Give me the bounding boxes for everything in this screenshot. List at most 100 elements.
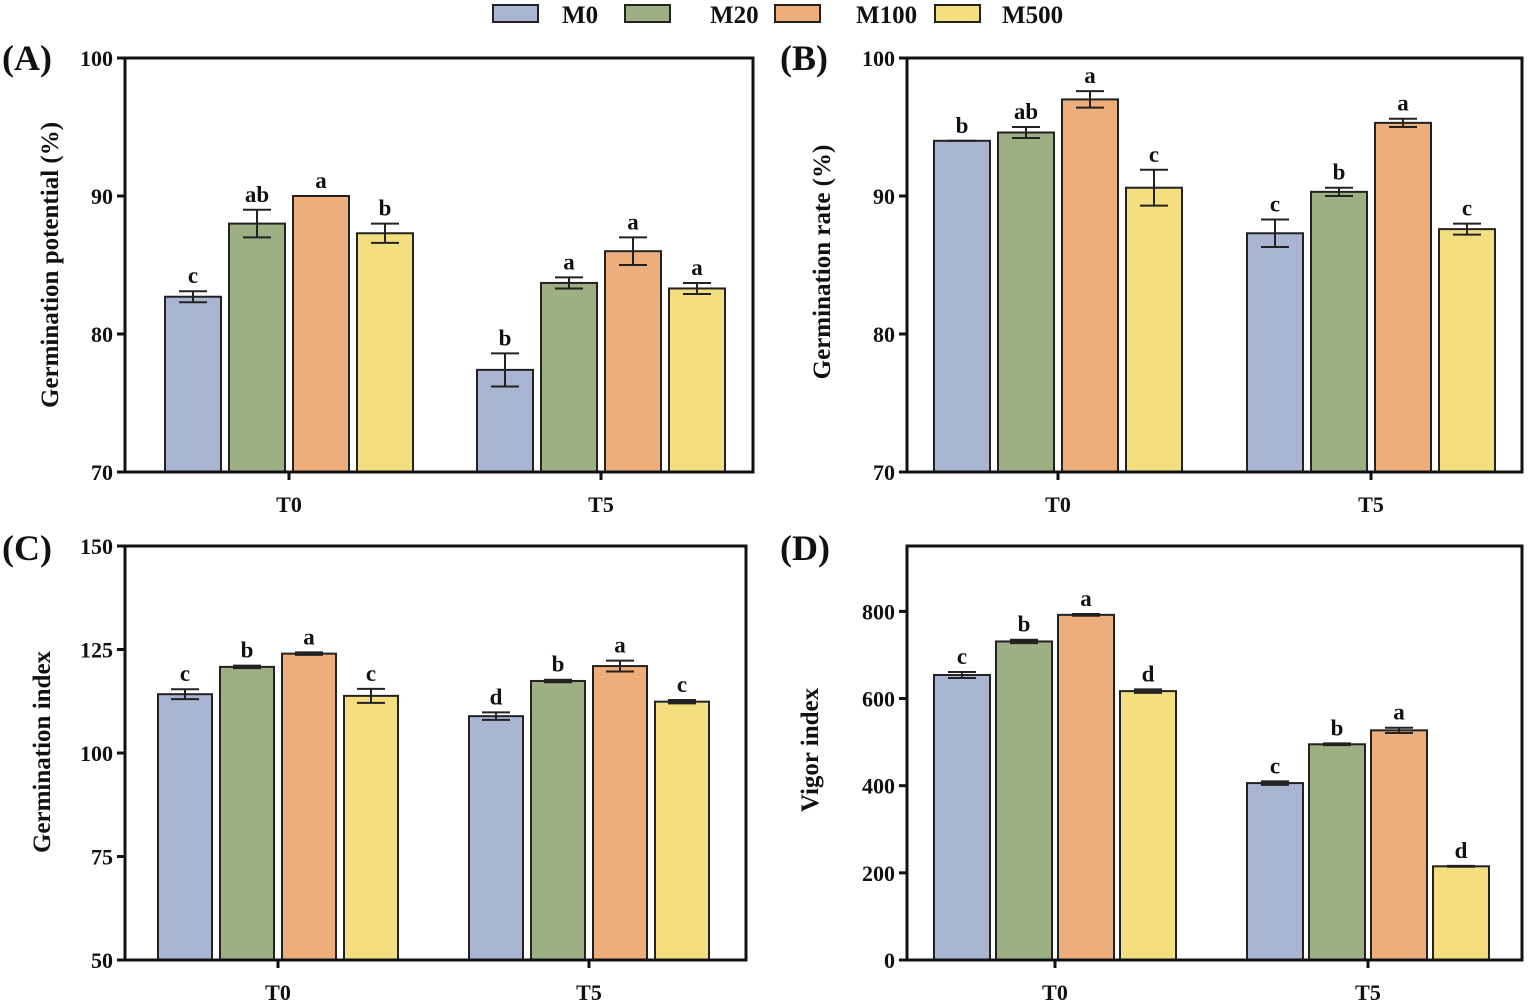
legend-label-m500: M500	[1002, 2, 1063, 29]
panel-b-sig-m0-t5: c	[1270, 191, 1280, 216]
legend-item-m500: M500	[934, 2, 1063, 29]
panel-d-label: (D)	[780, 528, 830, 568]
panel-b-y-tick-label-90: 90	[873, 184, 895, 209]
panel-c-bar-m20-t0	[219, 665, 275, 961]
legend-item-m20: M20	[624, 2, 759, 29]
panel-b-error-bar-m500-t0	[1140, 168, 1168, 207]
panel-a-bar-m500-t0	[356, 232, 414, 473]
panel-d-y-tick-label-200: 200	[862, 861, 895, 886]
panel-b-sig-m20-t0: ab	[1014, 99, 1038, 124]
panel-a-sig-m0-t0: c	[188, 263, 198, 288]
legend: M0 M20 M100 M500	[492, 2, 1063, 29]
panel-a-error-bar-m0-t5	[491, 352, 519, 388]
panel-c-bar-m0-t5	[468, 715, 524, 961]
panel-c-error-bar-m100-t5	[606, 659, 634, 673]
panel-a-bar-m500-t5	[668, 287, 726, 473]
panel-b-bar-m500-t0	[1125, 186, 1183, 473]
panel-c-y-tick-label-100: 100	[80, 741, 113, 766]
panel-b-label: (B)	[780, 38, 828, 78]
panel-d-bar-m0-t5	[1246, 782, 1304, 961]
panel-c-error-bar-m0-t5	[482, 711, 510, 721]
panel-d-sig-m20-t0: b	[1018, 612, 1031, 637]
panel-a-bar-m20-t5	[540, 281, 598, 473]
panel-d-y-tick-label-400: 400	[862, 774, 895, 799]
panel-d-error-bar-m100-t5	[1385, 726, 1413, 734]
panel-a-sig-m100-t5: a	[627, 209, 639, 234]
panel-c-sig-m0-t0: c	[180, 661, 190, 686]
panel-c-sig-m500-t0: c	[366, 661, 376, 686]
panel-c-plot-frame	[123, 544, 748, 962]
panel-d-error-bar-m20-t5	[1323, 742, 1351, 747]
panel-b-sig-m0-t0: b	[956, 113, 969, 138]
panel-a-y-tick-label-80: 80	[91, 322, 113, 347]
panel-c-label: (C)	[2, 528, 52, 568]
panel-d-x-tick-label-t5: T5	[1355, 980, 1381, 1005]
panel-b-x-tick-label-t0: T0	[1045, 492, 1071, 517]
panel-a-error-bar-m0-t0	[179, 290, 207, 304]
panel-c-error-bar-m20-t0	[233, 664, 261, 670]
panel-d-error-bar-m20-t0	[1010, 638, 1038, 645]
panel-a-sig-m100-t0: a	[315, 168, 327, 193]
legend-item-m100: M100	[774, 2, 917, 29]
panel-a-sig-m500-t0: b	[379, 196, 392, 221]
panel-c-y-tick-label-50: 50	[91, 948, 113, 973]
panel-c-bar-m500-t0	[343, 694, 399, 961]
panel-c-sig-m500-t5: c	[677, 672, 687, 697]
panel-a-bar-m100-t0	[292, 195, 350, 473]
panel-d-sig-m500-t0: d	[1142, 661, 1155, 686]
panel-d-bar-m500-t0	[1119, 690, 1177, 962]
panel-c-sig-m0-t5: d	[490, 684, 503, 709]
legend-swatch-m100	[774, 4, 821, 23]
panel-d-x-tick-label-t0: T0	[1042, 980, 1068, 1005]
panel-b-bar-m100-t5	[1374, 121, 1432, 474]
panel-d-sig-m0-t0: c	[957, 644, 967, 669]
panel-b-error-bar-m100-t5	[1389, 117, 1417, 128]
panel-d-error-bar-m500-t5	[1447, 864, 1475, 868]
panel-c-bar-m0-t0	[157, 693, 213, 961]
panel-b-sig-m500-t0: c	[1149, 142, 1159, 167]
panel-a-bar-m20-t0	[228, 222, 286, 473]
panel-d-error-bar-m0-t5	[1261, 780, 1289, 786]
panel-a-error-bar-m500-t5	[683, 281, 711, 295]
panel-b-bar-m100-t0	[1061, 98, 1119, 474]
panel-b-y-tick-label-70: 70	[873, 460, 895, 485]
panel-b-y-tick-label-100: 100	[862, 46, 895, 71]
panel-a-error-bar-m20-t0	[243, 208, 271, 239]
panel-b-error-bar-m20-t5	[1325, 186, 1353, 197]
panel-c-error-bar-m500-t0	[357, 687, 385, 704]
panel-a-error-bar-m500-t0	[371, 222, 399, 244]
panel-a-x-tick-label-t0: T0	[276, 492, 302, 517]
panel-b-x-tick-label-t5: T5	[1358, 492, 1384, 517]
panel-a-label: (A)	[2, 38, 52, 78]
panel-b-sig-m500-t5: c	[1462, 196, 1472, 221]
panel-a-sig-m0-t5: b	[499, 325, 512, 350]
panel-a-sig-m500-t5: a	[691, 255, 703, 280]
panel-b-bar-m20-t5	[1310, 190, 1368, 474]
panel-b-plot-frame	[905, 56, 1524, 474]
panel-b-sig-m20-t5: b	[1333, 160, 1346, 185]
panel-b-bar-m0-t5	[1246, 232, 1304, 473]
panel-c-error-bar-m20-t5	[544, 678, 572, 684]
panel-a: (A)Germination potential (%) cbabaaaba708…	[2, 38, 755, 517]
legend-item-m0: M0	[492, 2, 598, 29]
panel-c: (C) Germination index c d b b a a c c 50 75 100 125 15…	[2, 528, 748, 1005]
panel-d-sig-m100-t5: a	[1393, 700, 1405, 725]
panel-b-bar-m500-t5	[1438, 228, 1496, 473]
panel-d-bar-m20-t0	[995, 640, 1053, 961]
panel-d-sig-m100-t0: a	[1080, 586, 1092, 611]
panel-c-sig-m20-t5: b	[552, 652, 565, 677]
panel-d-bar-m100-t5	[1370, 729, 1428, 961]
panel-c-sig-m100-t0: a	[303, 624, 315, 649]
panel-d-y-tick-label-0: 0	[884, 948, 895, 973]
panel-c-y-tick-label-75: 75	[91, 845, 113, 870]
panel-d-error-bar-m100-t0	[1072, 612, 1100, 617]
legend-label-m0: M0	[562, 2, 598, 29]
panel-d-y-tick-label-800: 800	[862, 599, 895, 624]
panel-d-sig-m500-t5: d	[1455, 838, 1468, 863]
panel-a-y-tick-label-90: 90	[91, 184, 113, 209]
panel-d-plot-frame	[905, 544, 1524, 962]
panel-b-error-bar-m500-t5	[1453, 222, 1481, 236]
panel-c-y-axis-title: Germination index	[29, 650, 56, 853]
panel-b-error-bar-m100-t0	[1076, 90, 1104, 109]
